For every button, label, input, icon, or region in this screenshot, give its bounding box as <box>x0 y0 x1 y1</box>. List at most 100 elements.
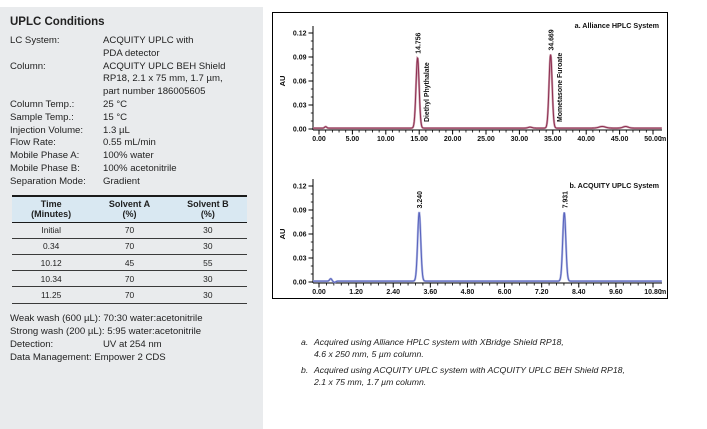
condition-row: Injection Volume: 1.3 µL <box>10 125 253 138</box>
x-tick-label: 35.00 <box>544 136 562 143</box>
condition-label: Column: <box>10 60 46 72</box>
condition-value: ACQUITY UPLC BEH Shield RP18, 2.1 x 75 m… <box>103 60 226 98</box>
condition-row: Mobile Phase B: 100% acetonitrile <box>10 163 253 176</box>
gradient-header-line1: Solvent B <box>187 198 229 209</box>
y-axis-label: AU <box>278 76 287 87</box>
y-tick-label: 0.12 <box>293 184 307 191</box>
y-tick-label: 0.09 <box>293 55 307 62</box>
condition-value: 0.55 mL/min <box>103 137 156 149</box>
panel-footer-row: Strong wash (200 µL): 5:95 water:acetoni… <box>10 325 253 338</box>
x-tick-label: 1.20 <box>349 289 363 296</box>
condition-label: Column Temp.: <box>10 98 75 110</box>
gradient-cell: 70 <box>90 238 169 255</box>
x-tick-label: 6.00 <box>498 289 512 296</box>
condition-value: 25 °C <box>103 98 128 110</box>
panel-title: UPLC Conditions <box>10 16 105 28</box>
condition-row: Separation Mode: Gradient <box>10 176 253 189</box>
gradient-row: 11.25 70 30 <box>12 286 247 304</box>
footnote-text: Acquired using ACQUITY UPLC system with … <box>314 365 625 387</box>
x-tick-label: 5.00 <box>346 136 360 143</box>
gradient-header-cell: Time (Minutes) <box>12 195 91 223</box>
x-tick-label: 30.00 <box>511 136 529 143</box>
x-tick-label: 0.00 <box>312 289 326 296</box>
gradient-cell: 30 <box>168 286 247 304</box>
peak-retention-time-label: 7.931 <box>562 191 569 208</box>
peak-retention-time-label: 14.756 <box>416 32 423 53</box>
condition-label: Injection Volume: <box>10 124 84 136</box>
gradient-cell: 10.34 <box>12 270 91 288</box>
x-tick-label: 20.00 <box>444 136 462 143</box>
panel-footer-row: Detection: UV at 254 nm <box>10 338 253 351</box>
trace <box>313 212 662 283</box>
y-tick-label: 0.00 <box>293 280 307 287</box>
gradient-header-line1: Solvent A <box>108 198 151 209</box>
gradient-cell: 70 <box>90 222 169 239</box>
gradient-cell: 70 <box>90 286 169 304</box>
condition-value: Gradient <box>103 175 140 187</box>
figure-footnotes: a. Acquired using Alliance HPLC system wi… <box>301 337 701 393</box>
y-tick-label: 0.09 <box>293 208 307 215</box>
trace <box>313 54 662 129</box>
condition-value: 1.3 µL <box>103 124 130 136</box>
gradient-cell: 70 <box>90 270 169 288</box>
x-tick-label: 4.80 <box>461 289 475 296</box>
gradient-header-line2: (%) <box>200 208 215 219</box>
gradient-cell: 30 <box>168 270 247 288</box>
x-tick-label: 9.60 <box>609 289 623 296</box>
gradient-row: 10.34 70 30 <box>12 270 247 288</box>
x-tick-label: 10.00 <box>377 136 395 143</box>
gradient-table-body: Initial 70 30 0.34 70 30 10.12 45 55 10.34 70 30 11.… <box>12 222 247 304</box>
chromatogram-figure: 0.00 0.03 0.06 0.09 0.12 0.00 5.00 10.00 15.00 20… <box>272 12 668 299</box>
trace-halo <box>313 211 662 284</box>
panel-footer-text: Data Management: Empower 2 CDS <box>10 352 166 364</box>
x-axis-unit: min <box>660 136 666 143</box>
chart-title: b. ACQUITY UPLC System <box>570 181 659 190</box>
gradient-header-cell: Solvent A (%) <box>90 195 169 223</box>
condition-row: LC System: ACQUITY UPLC with PDA detector <box>10 35 253 61</box>
footnote-text: Acquired using Alliance HPLC system with… <box>314 337 564 359</box>
chart-title: a. Alliance HPLC System <box>575 21 659 30</box>
panel-footer-row: Data Management: Empower 2 CDS <box>10 351 253 364</box>
chromatogram-acquity-uplc: 0.00 0.03 0.06 0.09 0.12 0.00 1.20 2.40 3.60 4.80… <box>278 179 666 296</box>
gradient-row: Initial 70 30 <box>12 222 247 239</box>
condition-row: Column: ACQUITY UPLC BEH Shield RP18, 2.1… <box>10 61 253 99</box>
peak-compound-label: Mometasone Furoate <box>557 53 564 122</box>
conditions-list: LC System: ACQUITY UPLC with PDA detector… <box>10 35 253 189</box>
gradient-header-row: Time (Minutes) Solvent A (%) Solvent B (%) <box>12 195 247 223</box>
panel-footer: Weak wash (600 µL): 70:30 water:acetonit… <box>10 312 253 365</box>
y-axis-label: AU <box>278 229 287 240</box>
gradient-cell: 30 <box>168 222 247 239</box>
y-tick-label: 0.00 <box>293 127 307 134</box>
footnote-marker: b. <box>301 365 309 375</box>
condition-label: Flow Rate: <box>10 137 56 149</box>
peak-compound-label: Diethyl Phythalate <box>424 62 431 122</box>
gradient-header-line2: (Minutes) <box>31 208 72 219</box>
y-tick-label: 0.03 <box>293 256 307 263</box>
condition-row: Mobile Phase A: 100% water <box>10 150 253 163</box>
x-tick-label: 3.60 <box>424 289 438 296</box>
gradient-cell: 30 <box>168 238 247 255</box>
condition-row: Column Temp.: 25 °C <box>10 99 253 112</box>
condition-value: 15 °C <box>103 111 128 123</box>
x-tick-label: 0.00 <box>312 136 326 143</box>
panel-footer-label: Detection: <box>10 338 54 350</box>
condition-value: 100% acetonitrile <box>103 162 177 174</box>
condition-label: Sample Temp.: <box>10 111 74 123</box>
gradient-cell: 45 <box>90 254 169 272</box>
gradient-table: Time (Minutes) Solvent A (%) Solvent B (%) In… <box>12 195 247 304</box>
x-tick-label: 45.00 <box>611 136 629 143</box>
chromatogram-alliance-hplc: 0.00 0.03 0.06 0.09 0.12 0.00 5.00 10.00 15.00 20… <box>278 21 666 143</box>
x-axis-unit: min <box>660 289 666 296</box>
x-tick-label: 15.00 <box>410 136 428 143</box>
x-tick-label: 7.20 <box>535 289 549 296</box>
gradient-cell: 10.12 <box>12 254 91 272</box>
y-tick-label: 0.06 <box>293 232 307 239</box>
panel-footer-value: UV at 254 nm <box>103 338 162 350</box>
x-tick-label: 2.40 <box>386 289 400 296</box>
footnote: a. Acquired using Alliance HPLC system wi… <box>301 337 701 360</box>
gradient-cell: Initial <box>12 222 91 239</box>
x-tick-label: 25.00 <box>477 136 495 143</box>
footnote-marker: a. <box>301 337 309 347</box>
condition-label: Mobile Phase A: <box>10 150 80 162</box>
gradient-cell: 0.34 <box>12 238 91 255</box>
